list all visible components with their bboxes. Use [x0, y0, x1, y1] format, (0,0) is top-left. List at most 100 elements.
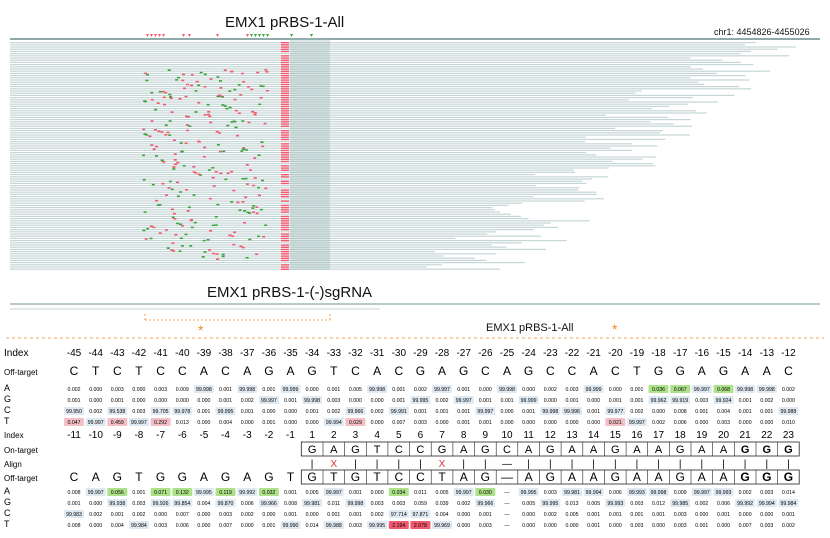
freq-T-cell: 0.000	[587, 420, 600, 426]
freq-C-cell: 0.000	[457, 512, 470, 518]
variant-mark	[248, 238, 252, 241]
freq-A-cell: 0.008	[68, 490, 81, 496]
index-cell: -10	[88, 430, 103, 441]
freq-G-cell: 0.008	[284, 501, 297, 507]
middle-panel-title: EMX1 pRBS-1-(-)sgRNA	[207, 284, 373, 301]
read-line	[10, 103, 688, 105]
freq-A-cell: 0.001	[392, 387, 405, 393]
freq-G-cell: 99.999	[521, 398, 537, 404]
index-cell: 14	[588, 430, 600, 441]
offtarget-cell: A	[654, 470, 662, 484]
variant-mark	[175, 181, 179, 184]
insertion-mark	[281, 224, 289, 226]
cell-highlight	[280, 385, 301, 393]
freq-C-cell: 99.705	[153, 409, 169, 415]
index-cell: -4	[221, 430, 230, 441]
variant-mark	[181, 79, 185, 82]
cell-highlight	[237, 385, 258, 393]
insertion-mark	[281, 105, 289, 108]
read-line	[10, 123, 674, 125]
variant-mark	[261, 85, 265, 88]
variant-mark	[225, 107, 229, 110]
insertion-mark	[281, 77, 289, 79]
variant-mark	[164, 229, 168, 231]
variant-mark	[190, 84, 193, 87]
variant-mark	[264, 224, 268, 226]
read-line	[10, 112, 707, 114]
variant-mark	[214, 224, 218, 226]
variant-mark	[232, 243, 236, 246]
variant-mark	[208, 249, 211, 251]
variant-mark	[233, 231, 237, 233]
align-cell: |	[571, 459, 574, 470]
index-cell: 1	[309, 430, 315, 441]
read-line	[10, 152, 587, 154]
variant-mark	[148, 135, 152, 138]
ontarget-cell: G	[763, 444, 772, 456]
read-line	[10, 42, 757, 44]
read-line	[10, 178, 592, 180]
freq-G-cell: 99.995	[412, 398, 428, 404]
read-line	[10, 53, 741, 55]
index-cell: 6	[418, 430, 424, 441]
variant-mark	[197, 140, 201, 143]
cell-highlight	[64, 407, 84, 415]
offtarget-cell: G	[762, 470, 771, 484]
top-marker	[258, 34, 261, 37]
freq-T-cell: 0.000	[197, 523, 210, 529]
ontarget-cell: A	[330, 444, 338, 456]
variant-mark	[212, 252, 216, 255]
index-cell: -27	[456, 348, 471, 359]
variant-mark	[203, 85, 207, 88]
variant-mark	[252, 184, 256, 187]
freq-A-cell: 0.000	[371, 490, 384, 496]
freq-A-cell: 0.036	[652, 387, 665, 393]
read-line	[10, 154, 597, 156]
insertion-mark	[281, 167, 289, 169]
variant-mark	[160, 131, 164, 133]
read-line	[10, 233, 488, 235]
variant-mark	[170, 249, 174, 251]
variant-mark	[195, 80, 199, 83]
variant-mark	[157, 130, 161, 133]
index-cell: 16	[631, 430, 643, 441]
freq-T-cell: 0.000	[522, 420, 535, 426]
ontarget-cell: G	[438, 444, 447, 456]
variant-mark	[238, 209, 242, 211]
freq-C-cell: 0.002	[327, 409, 340, 415]
freq-A-cell: 0.003	[760, 490, 773, 496]
freq-A-cell: 99.998	[239, 387, 255, 393]
freq-C-cell: 99.983	[66, 512, 82, 518]
cell-highlight	[150, 488, 171, 496]
variant-mark	[188, 125, 192, 127]
variant-mark	[186, 83, 190, 86]
index-cell: -43	[110, 348, 125, 359]
index-cell: -20	[608, 348, 623, 359]
row-label-C: C	[4, 405, 11, 415]
freq-T-cell: 0.014	[306, 523, 319, 529]
freq-A-cell: 0.002	[68, 387, 81, 393]
insertion-mark	[281, 176, 289, 178]
freq-T-cell: 0.003	[154, 523, 167, 529]
offtarget-cell: G	[481, 470, 490, 484]
freq-G-cell: 0.001	[392, 398, 405, 404]
row-label-G: G	[4, 497, 11, 507]
offtarget-cell: G	[113, 470, 122, 484]
variant-mark	[215, 253, 219, 255]
freq-C-cell: 0.008	[674, 409, 687, 415]
index-cell: -42	[132, 348, 147, 359]
freq-A-cell: 0.006	[609, 490, 622, 496]
insertion-mark	[281, 121, 289, 123]
frequency-table-1: Index -45 -44 -43 -42 -41 -40 -39 -38 -37 -36 -35 -3…	[4, 348, 799, 426]
cell-highlight	[691, 385, 712, 393]
insertion-mark	[281, 226, 289, 229]
coverage-band	[290, 38, 330, 270]
cell-highlight	[193, 488, 214, 496]
freq-T-cell: 0.459	[111, 420, 124, 426]
top-marker	[182, 34, 185, 37]
variant-mark	[171, 208, 174, 211]
cell-highlight	[215, 407, 236, 415]
variant-mark	[161, 182, 165, 185]
read-line	[10, 99, 629, 101]
variant-mark	[180, 150, 184, 153]
